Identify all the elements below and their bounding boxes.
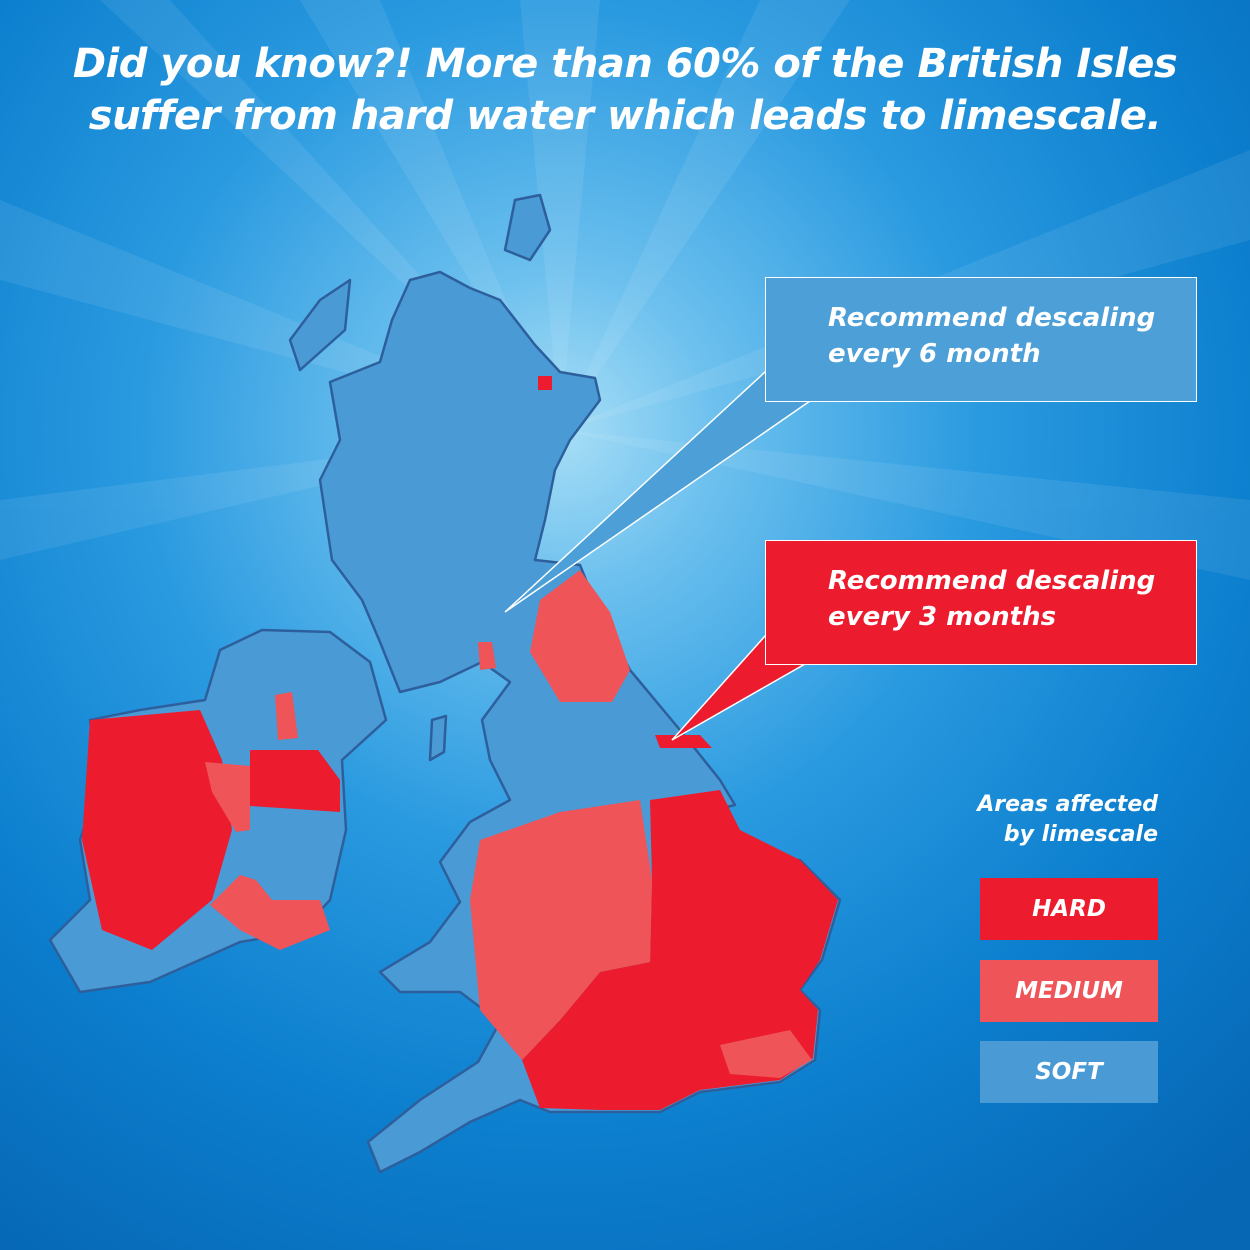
hard-area-west-ireland bbox=[82, 710, 232, 950]
callout-soft-line-1: Recommend descaling bbox=[828, 303, 1156, 333]
legend-title: Areas affected by limescale bbox=[960, 790, 1158, 850]
medium-area-northeast bbox=[530, 570, 630, 702]
callout-soft: Recommend descaling every 6 month bbox=[765, 277, 1197, 402]
hard-area-southeast-england bbox=[522, 790, 838, 1110]
callout-hard-line-2: every 3 months bbox=[828, 602, 1057, 632]
hard-area-yorkshire-coast bbox=[655, 735, 712, 748]
medium-area-northern-ireland bbox=[275, 692, 298, 740]
legend-hard: HARD bbox=[980, 878, 1158, 940]
isle-of-man bbox=[428, 714, 448, 762]
hard-area-aberdeen bbox=[538, 376, 552, 390]
legend-medium: MEDIUM bbox=[980, 960, 1158, 1022]
medium-area-south-ireland bbox=[210, 875, 330, 950]
callout-hard-line-1: Recommend descaling bbox=[828, 566, 1156, 596]
headline-line-2: suffer from hard water which leads to li… bbox=[88, 93, 1162, 139]
hard-area-glasgow bbox=[478, 642, 496, 670]
callout-hard: Recommend descaling every 3 months bbox=[765, 540, 1197, 665]
callout-soft-line-2: every 6 month bbox=[828, 339, 1041, 369]
headline: Did you know?! More than 60% of the Brit… bbox=[0, 38, 1250, 142]
legend-soft: SOFT bbox=[980, 1041, 1158, 1103]
legend-title-line-1: Areas affected bbox=[977, 792, 1158, 817]
hebrides bbox=[288, 278, 352, 372]
shetland bbox=[503, 193, 552, 262]
hard-area-east-ireland bbox=[250, 750, 340, 812]
medium-area-kent bbox=[720, 1030, 812, 1078]
medium-area-central-ireland bbox=[205, 762, 250, 832]
medium-area-midlands bbox=[470, 800, 652, 1060]
headline-line-1: Did you know?! More than 60% of the Brit… bbox=[72, 41, 1178, 87]
legend-title-line-2: by limescale bbox=[1003, 822, 1158, 847]
